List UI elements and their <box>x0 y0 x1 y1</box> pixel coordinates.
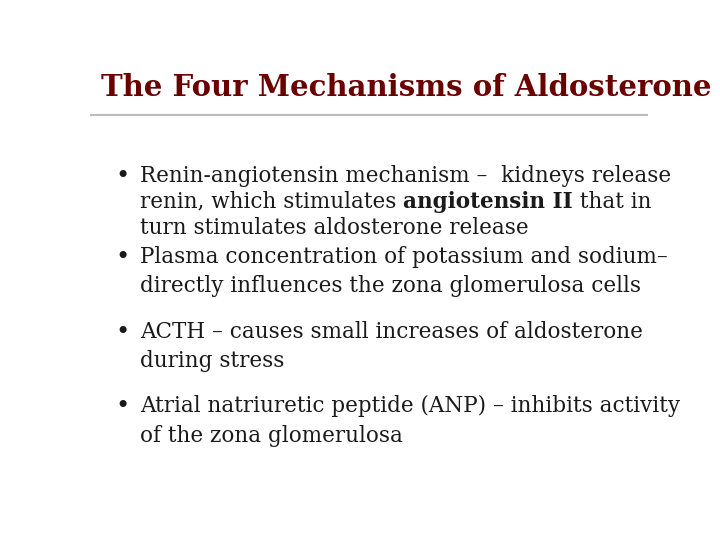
Text: renin, which stimulates: renin, which stimulates <box>140 191 403 213</box>
Text: •: • <box>115 246 130 269</box>
Text: The Four Mechanisms of Aldosterone Secretion: The Four Mechanisms of Aldosterone Secre… <box>101 73 720 102</box>
Text: that in: that in <box>573 191 652 213</box>
Text: •: • <box>115 165 130 187</box>
Text: Atrial natriuretic peptide (ANP) – inhibits activity
of the zona glomerulosa: Atrial natriuretic peptide (ANP) – inhib… <box>140 395 680 447</box>
Text: •: • <box>115 321 130 343</box>
Text: Plasma concentration of potassium and sodium–
directly influences the zona glome: Plasma concentration of potassium and so… <box>140 246 668 298</box>
Text: angiotensin II: angiotensin II <box>403 191 573 213</box>
Text: •: • <box>115 395 130 418</box>
Text: ACTH – causes small increases of aldosterone
during stress: ACTH – causes small increases of aldoste… <box>140 321 643 372</box>
Text: turn stimulates aldosterone release: turn stimulates aldosterone release <box>140 217 529 239</box>
Text: Renin-angiotensin mechanism –  kidneys release: Renin-angiotensin mechanism – kidneys re… <box>140 165 671 187</box>
